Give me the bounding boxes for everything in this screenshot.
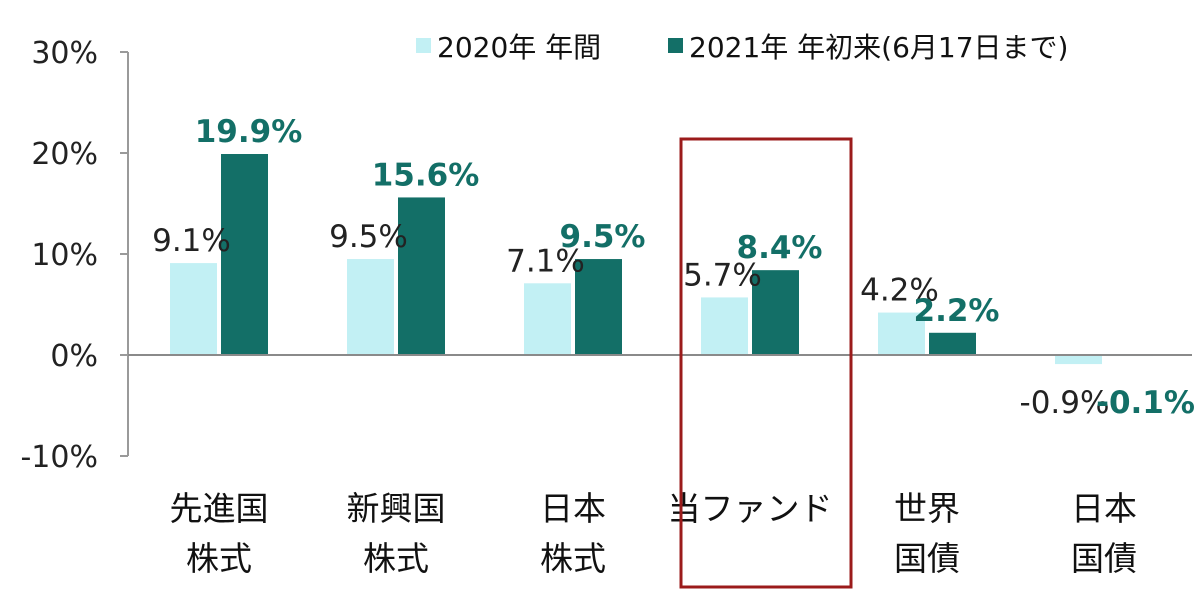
bar-series1-0 <box>170 263 217 355</box>
y-tick-label: 10% <box>31 238 98 273</box>
data-label-series1-3: 5.7% <box>683 257 762 293</box>
legend-label-series1: 2020年 年間 <box>437 31 601 64</box>
category-label-1-line1: 株式 <box>363 539 429 578</box>
bar-series2-3 <box>752 270 799 355</box>
y-tick-label: -10% <box>20 440 98 475</box>
highlight-box <box>679 137 853 589</box>
category-label-4-line1: 国債 <box>894 539 960 578</box>
data-label-series2-0: 19.9% <box>195 114 303 150</box>
bar-series1-5 <box>1055 355 1102 365</box>
data-label-series2-4: 2.2% <box>914 293 1000 329</box>
legend-swatch-series1 <box>416 38 431 53</box>
bar-series1-3 <box>701 297 748 355</box>
bar-series2-0 <box>221 154 268 355</box>
data-label-series2-5: -0.1% <box>1096 385 1195 421</box>
category-label-2-line1: 株式 <box>540 539 606 578</box>
bar-series1-4 <box>878 312 925 355</box>
bar-series2-2 <box>575 259 622 355</box>
y-tick-label: 20% <box>31 137 98 172</box>
category-label-5-line1: 国債 <box>1071 539 1137 578</box>
bar-series1-1 <box>347 259 394 355</box>
data-label-series1-0: 9.1% <box>152 223 231 259</box>
category-label-5-line0: 日本 <box>1071 489 1137 528</box>
bar-series2-1 <box>398 197 445 355</box>
data-label-series2-2: 9.5% <box>560 219 646 255</box>
legend-label-series2: 2021年 年初来(6月17日まで) <box>689 31 1068 64</box>
category-label-4-line0: 世界 <box>894 489 960 528</box>
data-label-series1-1: 9.5% <box>329 219 408 255</box>
data-label-series1-4: 4.2% <box>860 273 939 309</box>
category-label-3-line0: 当ファンド <box>668 489 833 528</box>
category-label-0-line1: 株式 <box>186 539 252 578</box>
y-tick-label: 30% <box>31 36 98 71</box>
data-label-series1-5: -0.9% <box>1020 385 1110 421</box>
legend-swatch-series2 <box>668 38 683 53</box>
y-tick-label: 0% <box>50 339 98 374</box>
data-label-series2-3: 8.4% <box>737 230 823 266</box>
data-label-series2-1: 15.6% <box>372 157 480 193</box>
bar-series2-4 <box>929 332 976 355</box>
bar-series1-2 <box>524 283 571 355</box>
category-label-0-line0: 先進国 <box>170 489 269 528</box>
data-label-series1-2: 7.1% <box>506 243 585 279</box>
category-label-2-line0: 日本 <box>540 489 606 528</box>
category-label-1-line0: 新興国 <box>347 489 446 528</box>
